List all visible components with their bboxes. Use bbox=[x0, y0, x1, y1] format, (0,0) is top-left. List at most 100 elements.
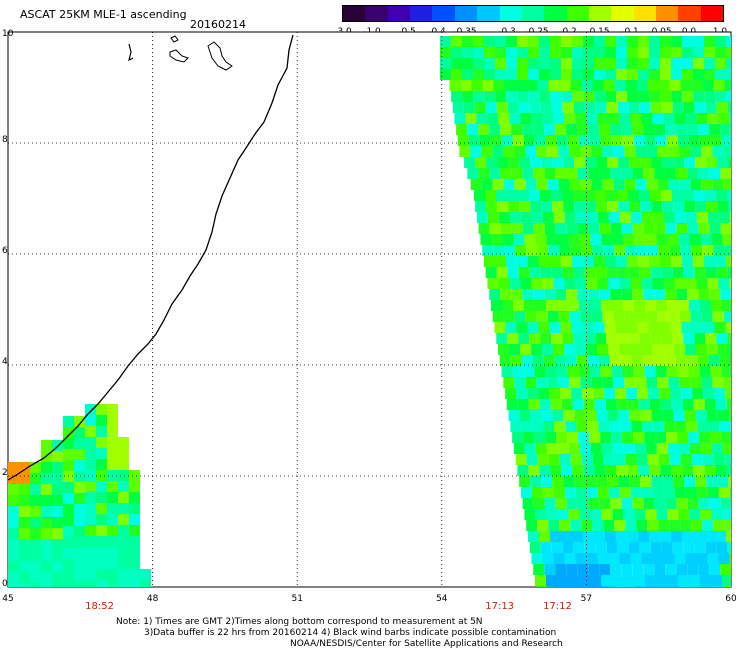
swath-cell bbox=[129, 569, 140, 580]
swath-cell bbox=[559, 80, 571, 91]
swath-cell bbox=[545, 135, 557, 146]
swath-cell bbox=[638, 91, 650, 102]
swath-cell bbox=[624, 586, 636, 587]
swath-cell bbox=[517, 36, 528, 47]
swath-cell bbox=[129, 525, 140, 536]
swath-cell bbox=[569, 377, 581, 388]
swath-cell bbox=[693, 399, 705, 410]
swath-cell bbox=[511, 124, 523, 135]
swath-cell bbox=[107, 459, 118, 470]
swath-cell bbox=[107, 492, 118, 503]
swath-cell bbox=[495, 47, 506, 58]
swath-cell bbox=[586, 553, 598, 564]
swath-cell bbox=[644, 366, 656, 377]
swath-cell bbox=[592, 454, 604, 465]
swath-cell bbox=[118, 437, 129, 448]
swath-cell bbox=[727, 542, 731, 553]
swath-cell bbox=[440, 58, 451, 69]
swath-cell bbox=[582, 256, 594, 267]
swath-cell bbox=[678, 443, 690, 454]
swath-cell bbox=[518, 267, 530, 278]
swath-cell bbox=[636, 454, 648, 465]
swath-cell bbox=[504, 245, 516, 256]
swath-cell bbox=[701, 146, 713, 157]
swath-cell bbox=[725, 531, 731, 542]
swath-cell bbox=[692, 531, 704, 542]
swath-cell bbox=[574, 476, 586, 487]
swath-cell bbox=[696, 113, 708, 124]
swath-cell bbox=[720, 223, 731, 234]
swath-cell bbox=[609, 421, 621, 432]
swath-time: 17:12 bbox=[543, 601, 572, 612]
swath-cell bbox=[623, 575, 634, 586]
swath-cell bbox=[581, 454, 593, 465]
swath-cell bbox=[561, 69, 572, 80]
swath-cell bbox=[639, 542, 651, 553]
swath-cell bbox=[580, 146, 592, 157]
swath-cell bbox=[641, 553, 653, 564]
swath-cell bbox=[529, 542, 541, 553]
swath-cell bbox=[713, 245, 725, 256]
swath-cell bbox=[19, 484, 30, 495]
swath-cell bbox=[531, 113, 543, 124]
colorbar-swatch bbox=[365, 6, 388, 21]
swath-cell bbox=[643, 289, 655, 300]
swath-cell bbox=[85, 569, 96, 580]
swath-cell bbox=[580, 377, 592, 388]
swath-cell bbox=[545, 366, 557, 377]
swath-cell bbox=[640, 157, 652, 168]
swath-cell bbox=[667, 575, 678, 586]
swath-cell bbox=[600, 366, 612, 377]
swath-cell bbox=[519, 476, 531, 487]
colorbar bbox=[342, 5, 724, 22]
swath-cell bbox=[614, 245, 626, 256]
swath-cell bbox=[510, 355, 522, 366]
swath-cell bbox=[552, 410, 564, 421]
swath-cell bbox=[96, 525, 107, 536]
swath-cell bbox=[621, 168, 633, 179]
swath-cell bbox=[549, 322, 561, 333]
swath-cell bbox=[665, 564, 677, 575]
swath-cell bbox=[8, 484, 19, 495]
swath-cell bbox=[710, 432, 722, 443]
swath-cell bbox=[638, 36, 649, 47]
swath-cell bbox=[140, 580, 151, 587]
swath-cell bbox=[689, 443, 701, 454]
swath-cell bbox=[542, 278, 554, 289]
swath-cell bbox=[670, 388, 682, 399]
swath-cell bbox=[729, 212, 731, 223]
swath-cell bbox=[702, 245, 714, 256]
swath-cell bbox=[575, 487, 587, 498]
swath-cell bbox=[623, 509, 635, 520]
swath-cell bbox=[687, 168, 699, 179]
swath-cell bbox=[52, 440, 63, 451]
swath-cell bbox=[529, 267, 541, 278]
swath-cell bbox=[651, 410, 663, 421]
swath-cell bbox=[74, 504, 85, 515]
swath-cell bbox=[660, 58, 671, 69]
swath-cell bbox=[697, 421, 709, 432]
swath-cell bbox=[451, 47, 462, 58]
swath-cell bbox=[603, 454, 615, 465]
swath-cell bbox=[581, 80, 593, 91]
swath-cell bbox=[595, 267, 607, 278]
swath-cell bbox=[632, 124, 644, 135]
swath-cell bbox=[570, 245, 582, 256]
swath-cell bbox=[719, 355, 731, 366]
swath-cell bbox=[63, 471, 74, 482]
swath-cell bbox=[627, 399, 639, 410]
swath-cell bbox=[96, 437, 107, 448]
swath-cell bbox=[723, 311, 731, 322]
swath-cell bbox=[690, 146, 702, 157]
swath-cell bbox=[525, 311, 537, 322]
swath-cell bbox=[74, 493, 85, 504]
swath-cell bbox=[724, 454, 731, 465]
swath-cell bbox=[556, 366, 568, 377]
swath-cell bbox=[696, 278, 708, 289]
swath-cell bbox=[718, 278, 730, 289]
swath-cell bbox=[497, 201, 509, 212]
swath-cell bbox=[473, 58, 484, 69]
swath-cell bbox=[566, 498, 578, 509]
swath-cell bbox=[648, 531, 660, 542]
swath-cell bbox=[460, 80, 472, 91]
